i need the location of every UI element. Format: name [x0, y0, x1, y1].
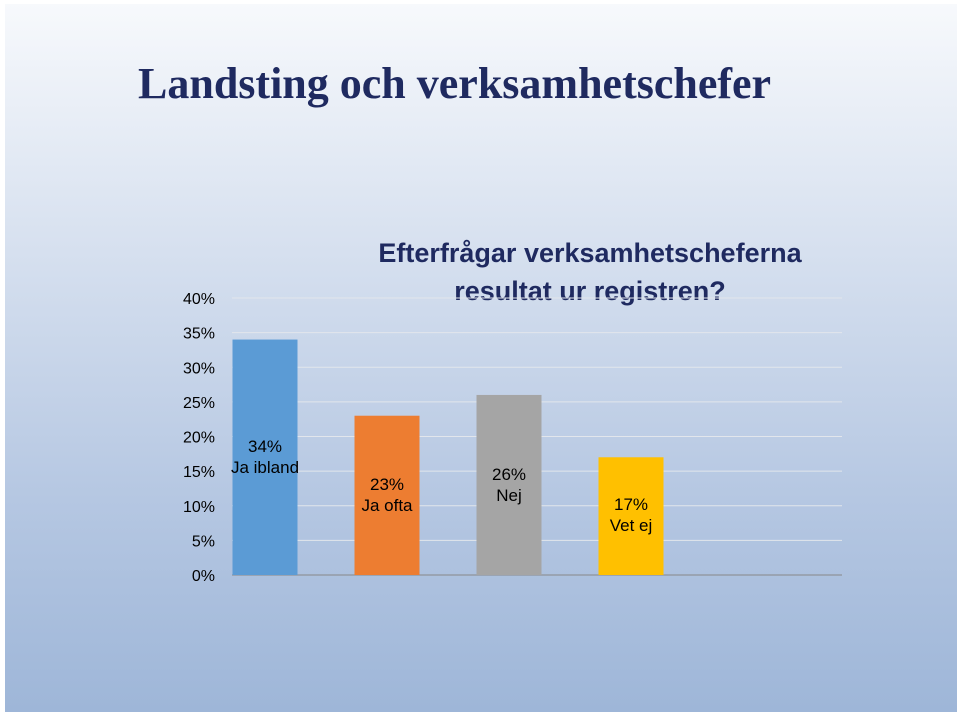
chart-title-line-2: resultat ur registren? [454, 276, 726, 306]
data-label-value: 26% [492, 465, 526, 484]
chart-title: Efterfrågar verksamhetscheferna resultat… [330, 234, 850, 310]
y-tick-label: 5% [192, 533, 215, 550]
slide-background [5, 4, 957, 712]
data-label-category: Vet ej [610, 516, 653, 535]
data-label-value: 17% [614, 495, 648, 514]
y-tick-label: 20% [183, 430, 215, 447]
y-tick-label: 0% [192, 568, 215, 585]
y-tick-label: 35% [183, 326, 215, 343]
bar [354, 415, 420, 575]
chart-title-line-1: Efterfrågar verksamhetscheferna [378, 238, 802, 268]
y-tick-label: 30% [183, 360, 215, 377]
y-tick-label: 25% [183, 395, 215, 412]
bar [476, 394, 542, 575]
bar [598, 457, 664, 575]
bar [232, 339, 298, 575]
data-label-category: Ja ofta [361, 496, 413, 515]
y-tick-label: 40% [183, 291, 215, 308]
data-label-category: Ja ibland [231, 458, 299, 477]
data-label-value: 23% [370, 475, 404, 494]
y-tick-label: 15% [183, 464, 215, 481]
y-tick-label: 10% [183, 499, 215, 516]
data-label-category: Nej [496, 486, 522, 505]
page-title: Landsting och verksamhetschefer [138, 59, 772, 108]
data-label-value: 34% [248, 437, 282, 456]
